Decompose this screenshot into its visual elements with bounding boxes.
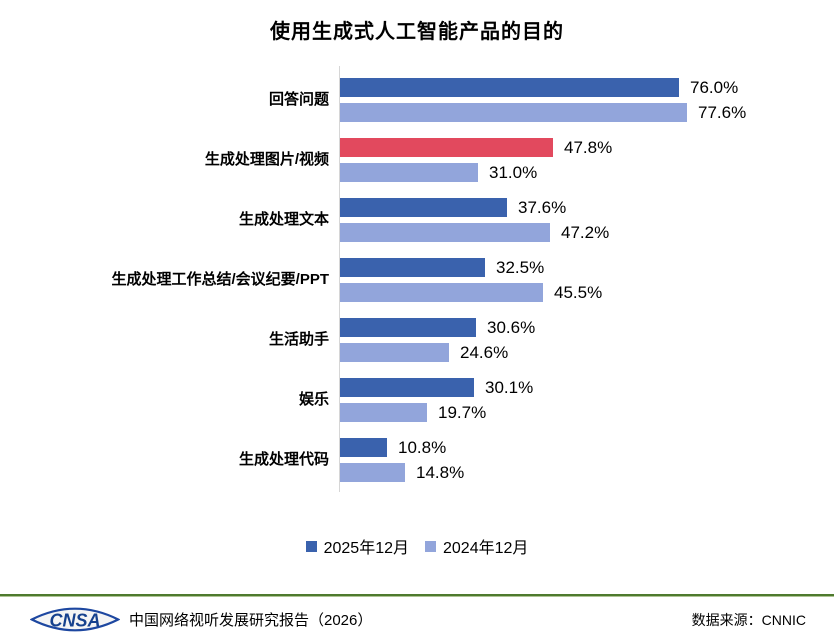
chart-row: 娱乐 30.1% 19.7% [0,370,820,430]
bar-2024-12 [339,163,478,182]
chart-row: 生成处理图片/视频 47.8% 31.0% [0,130,820,190]
bar-2024-12 [339,463,405,482]
cnsa-logo-text: CNSA [49,610,100,630]
bar-line: 76.0% [339,78,820,97]
footer-left: CNSA 中国网络视听发展研究报告（2026） [30,606,372,633]
bar-2024-12 [339,223,550,242]
chart-legend: 2025年12月 2024年12月 [0,534,834,558]
category-label: 生成处理文本 [238,210,329,228]
bar-group: 76.0% 77.6% [339,78,820,122]
bar-2025-12 [339,198,507,217]
bar-group: 47.8% 31.0% [339,138,820,182]
bar-2024-12 [339,103,687,122]
bar-2024-12 [339,403,427,422]
chart-row: 生成处理代码 10.8% 14.8% [0,430,820,490]
chart-row: 生成处理文本 37.6% 47.2% [0,190,820,250]
legend-label: 2025年12月 [323,540,409,557]
bar-2025-12 [339,258,485,277]
cnsa-logo: CNSA [30,607,120,632]
bar-value-label: 30.6% [487,317,536,337]
category-label: 生成处理图片/视频 [204,150,329,168]
bar-line: 14.8% [339,463,820,482]
bar-value-label: 31.0% [489,162,538,182]
bar-value-label: 24.6% [460,342,509,362]
data-source: 数据来源：CNNIC [691,611,806,628]
bar-line: 47.2% [339,223,820,242]
bar-group: 30.1% 19.7% [339,378,820,422]
chart-row: 生活助手 30.6% 24.6% [0,310,820,370]
bar-value-label: 30.1% [485,377,534,397]
legend-item: 2024年12月 [425,534,528,558]
bar-value-label: 45.5% [554,282,603,302]
bar-line: 10.8% [339,438,820,457]
bar-line: 30.6% [339,318,820,337]
bar-value-label: 77.6% [698,102,747,122]
bar-line: 37.6% [339,198,820,217]
legend-swatch-2025-12 [305,540,317,552]
bar-group: 32.5% 45.5% [339,258,820,302]
bar-group: 30.6% 24.6% [339,318,820,362]
report-title: 中国网络视听发展研究报告（2026） [129,612,373,629]
bar-value-label: 47.8% [564,137,613,157]
footer-divider-line [0,594,834,597]
category-label: 娱乐 [298,390,329,408]
bar-2025-12 [339,318,476,337]
legend-item: 2025年12月 [305,534,409,558]
bar-line: 30.1% [339,378,820,397]
bar-2025-12 [339,378,474,397]
category-label: 生成处理代码 [238,450,329,468]
cnsa-logo-lens [30,607,120,632]
chart-row: 回答问题 76.0% 77.6% [0,70,820,130]
bar-value-label: 47.2% [561,222,610,242]
bar-group: 37.6% 47.2% [339,198,820,242]
y-axis-line [339,66,340,492]
category-label: 生成处理工作总结/会议纪要/PPT [111,270,329,288]
legend-label: 2024年12月 [443,540,529,557]
bar-value-label: 10.8% [398,437,447,457]
bar-line: 24.6% [339,343,820,362]
bar-value-label: 37.6% [518,197,567,217]
bar-2025-12 [339,438,387,457]
bar-line: 77.6% [339,103,820,122]
category-label: 生活助手 [268,330,329,348]
bar-value-label: 76.0% [690,77,739,97]
bar-value-label: 19.7% [438,402,487,422]
category-label: 回答问题 [268,90,329,108]
legend-swatch-2024-12 [425,540,436,552]
bar-line: 45.5% [339,283,820,302]
bar-2024-12 [339,343,449,362]
bar-line: 47.8% [339,138,820,157]
bar-line: 32.5% [339,258,820,277]
bar-line: 19.7% [339,403,820,422]
bar-group: 10.8% 14.8% [339,438,820,482]
bar-value-label: 32.5% [496,257,545,277]
bar-line: 31.0% [339,163,820,182]
footer-bar: CNSA 中国网络视听发展研究报告（2026） 数据来源：CNNIC [0,597,834,642]
chart-rows: 回答问题 76.0% 77.6% 生成处理图片/视频 47.8% 31.0% 生成处理文本 3… [0,66,820,492]
bar-value-label: 14.8% [416,462,465,482]
highlight-bar [339,138,553,157]
chart-row: 生成处理工作总结/会议纪要/PPT 32.5% 45.5% [0,250,820,310]
bar-2025-12 [339,78,679,97]
bar-2024-12 [339,283,543,302]
page-title: 使用生成式人工智能产品的目的 [270,21,564,43]
footer: CNSA 中国网络视听发展研究报告（2026） 数据来源：CNNIC [0,594,834,642]
